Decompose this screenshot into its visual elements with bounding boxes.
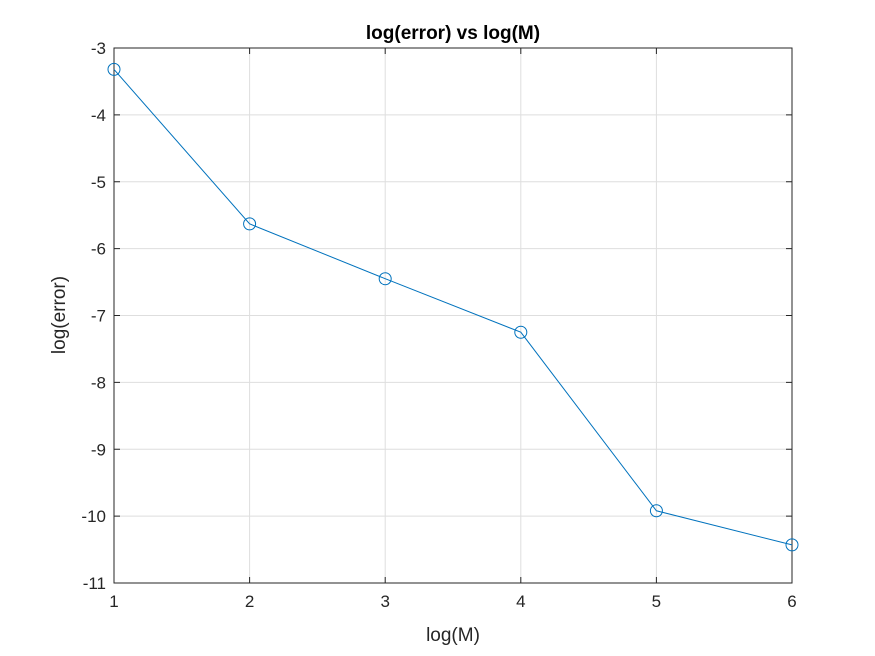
data-point-marker	[785, 538, 799, 552]
y-axis-label: log(error)	[49, 276, 70, 354]
y-tick-label: -10	[81, 507, 106, 526]
x-tick-label: 6	[787, 592, 796, 611]
y-tick-label: -8	[91, 373, 106, 392]
data-point-marker	[649, 504, 663, 518]
y-tick-label: -7	[91, 307, 106, 326]
x-tick-label: 1	[109, 592, 118, 611]
data-point-marker	[378, 272, 392, 286]
data-point-marker	[514, 325, 528, 339]
y-tick-label: -5	[91, 173, 106, 192]
y-tick-label: -9	[91, 440, 106, 459]
y-tick-label: -11	[83, 574, 106, 593]
data-point-marker	[243, 217, 257, 231]
x-axis-label: log(M)	[426, 625, 480, 646]
x-tick-label: 2	[245, 592, 254, 611]
y-tick-label: -6	[91, 240, 106, 259]
data-point-marker	[107, 62, 121, 76]
series-line	[113, 69, 793, 546]
series-layer	[107, 62, 799, 552]
y-tick-label: -4	[91, 106, 106, 125]
x-tick-label: 4	[516, 592, 525, 611]
x-tick-label: 3	[380, 592, 389, 611]
x-tick-label: 5	[652, 592, 661, 611]
axis-ticks: 1 2 3 4 5 6 -3 -4 -5 -6 -7 -8 -9 -10 -11	[81, 39, 796, 611]
chart-title: log(error) vs log(M)	[366, 23, 540, 44]
y-tick-label: -3	[91, 39, 106, 58]
